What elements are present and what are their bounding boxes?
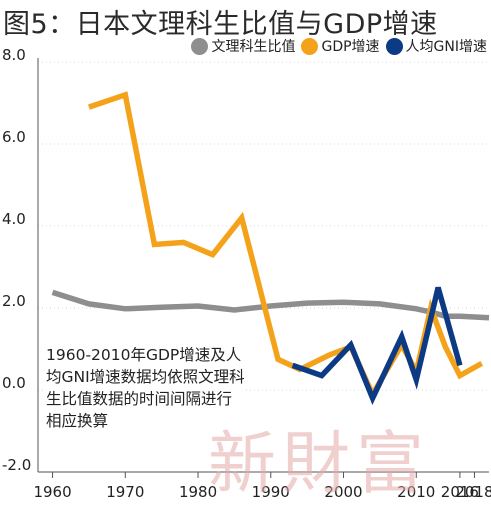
y-tick-label: 8.0 [2, 46, 26, 64]
legend-dot-orange-icon [301, 37, 319, 55]
axes [37, 58, 489, 478]
x-tick-label: 2016 [441, 483, 479, 500]
y-tick-labels: -2.0 0.0 2.0 4.0 6.0 8.0 [2, 46, 31, 474]
x-tick-label: 2000 [324, 483, 362, 500]
legend-label-gdp: GDP增速 [321, 39, 380, 55]
y-tick-label: -2.0 [2, 456, 31, 474]
y-tick-label: 2.0 [2, 292, 26, 310]
series-line-gdp [88, 91, 484, 401]
x-tick-label: 1980 [179, 483, 217, 500]
y-tick-label: 6.0 [2, 128, 26, 146]
y-tick-label: 0.0 [2, 374, 26, 392]
chart-title: 图5：日本文理科生比值与GDP增速 [3, 9, 438, 40]
x-tick-label: 1990 [252, 483, 290, 500]
legend-label-ratio: 文理科生比值 [211, 39, 296, 55]
legend-item-gni: 人均GNI增速 [385, 36, 487, 56]
watermark: 新財富 [208, 425, 431, 504]
x-tick-label: 1970 [106, 483, 144, 500]
series-line-gni [291, 286, 463, 406]
chart-note: 1960-2010年GDP增速及人均GNI增速数据均依照文理科生比值数据的时间间… [46, 344, 246, 432]
series-line-ratio [51, 289, 490, 321]
legend: 文理科生比值 GDP增速 人均GNI增速 [185, 36, 487, 56]
legend-item-ratio: 文理科生比值 [191, 36, 295, 56]
x-tick-label: 2010 [397, 483, 435, 500]
legend-dot-navy-icon [385, 37, 403, 55]
x-tick-label: 2018 [455, 483, 491, 500]
series-lines [51, 91, 490, 406]
legend-label-gni: 人均GNI增速 [405, 39, 487, 55]
legend-item-gdp: GDP增速 [301, 36, 380, 56]
legend-dot-gray-icon [191, 37, 209, 55]
y-tick-label: 4.0 [2, 210, 26, 228]
x-tick-label: 1960 [33, 483, 71, 500]
